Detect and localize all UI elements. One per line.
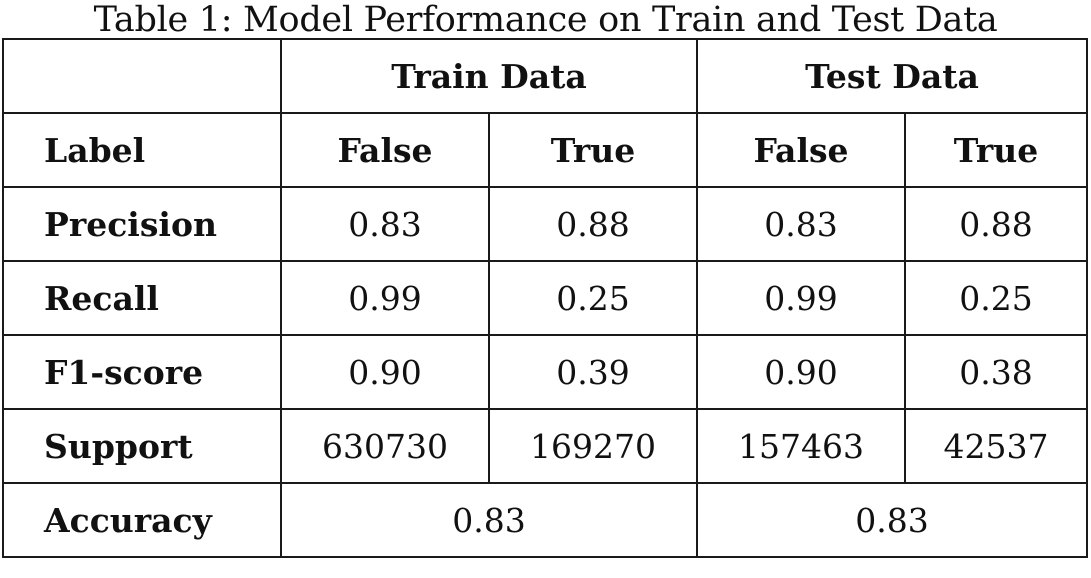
table-cell: 630730 [280, 408, 490, 484]
table-row-precision: Precision 0.83 0.88 0.83 0.88 [2, 186, 1088, 262]
row-label: Recall [2, 260, 282, 336]
table-cell: 0.88 [488, 186, 698, 262]
train-accuracy-cell: 0.83 [280, 482, 698, 558]
table-cell: 42537 [904, 408, 1088, 484]
table-row-accuracy: Accuracy 0.83 0.83 [2, 482, 1088, 558]
table-row-recall: Recall 0.99 0.25 0.99 0.25 [2, 260, 1088, 336]
train-false-header: False [280, 112, 490, 188]
test-true-header: True [904, 112, 1088, 188]
test-accuracy-cell: 0.83 [696, 482, 1088, 558]
performance-table: Train Data Test Data Label False True Fa… [2, 38, 1088, 558]
corner-cell [2, 38, 282, 114]
label-header-row: Label False True False True [2, 112, 1088, 188]
row-label: F1-score [2, 334, 282, 410]
test-false-header: False [696, 112, 906, 188]
table-cell: 0.88 [904, 186, 1088, 262]
table-cell: 0.25 [904, 260, 1088, 336]
table-caption: Table 1: Model Performance on Train and … [93, 0, 998, 40]
label-header: Label [2, 112, 282, 188]
group-header-row: Train Data Test Data [2, 38, 1088, 114]
train-true-header: True [488, 112, 698, 188]
row-label: Support [2, 408, 282, 484]
table-cell: 0.38 [904, 334, 1088, 410]
row-label: Precision [2, 186, 282, 262]
table-cell: 0.39 [488, 334, 698, 410]
table-cell: 169270 [488, 408, 698, 484]
table-cell: 0.99 [696, 260, 906, 336]
table-cell: 157463 [696, 408, 906, 484]
table-cell: 0.99 [280, 260, 490, 336]
train-data-header: Train Data [280, 38, 698, 114]
table-cell: 0.83 [280, 186, 490, 262]
row-label: Accuracy [2, 482, 282, 558]
table-cell: 0.90 [280, 334, 490, 410]
table-cell: 0.90 [696, 334, 906, 410]
table-cell: 0.25 [488, 260, 698, 336]
table-row-support: Support 630730 169270 157463 42537 [2, 408, 1088, 484]
table-row-f1-score: F1-score 0.90 0.39 0.90 0.38 [2, 334, 1088, 410]
test-data-header: Test Data [696, 38, 1088, 114]
table-cell: 0.83 [696, 186, 906, 262]
